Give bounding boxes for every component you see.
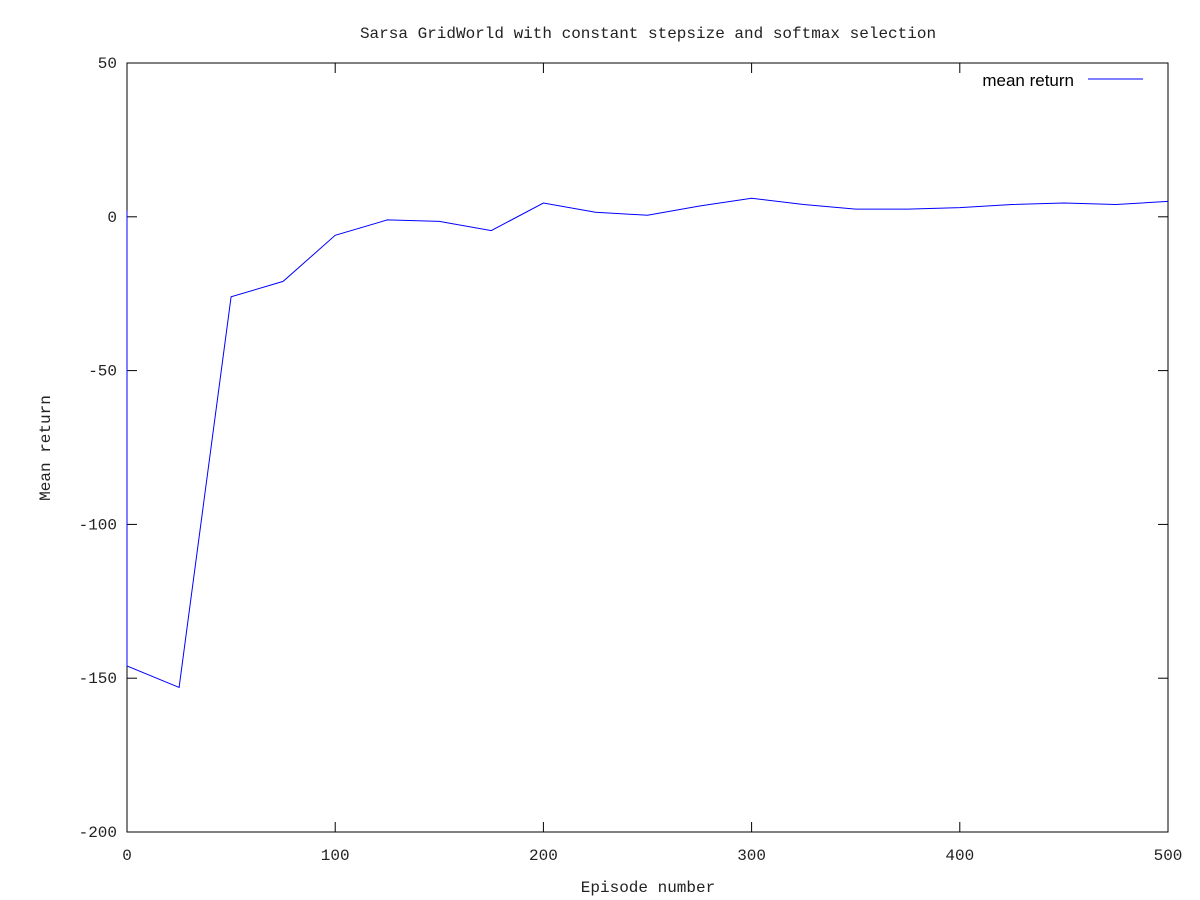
plot-frame — [126, 62, 1169, 833]
x-tick-label: 300 — [737, 847, 766, 865]
x-tick-label: 100 — [321, 847, 350, 865]
x-tick-label: 400 — [945, 847, 974, 865]
y-tick-label: -150 — [79, 670, 117, 688]
x-tick-label: 0 — [122, 847, 132, 865]
x-tick-label: 200 — [529, 847, 558, 865]
x-axis: 0 100 200 300 400 500 — [122, 63, 1182, 865]
legend: mean return — [982, 71, 1143, 90]
x-axis-label: Episode number — [581, 879, 715, 897]
y-tick-label: 0 — [107, 209, 117, 227]
y-tick-label: 50 — [98, 55, 117, 73]
chart-title: Sarsa GridWorld with constant stepsize a… — [360, 25, 936, 43]
x-tick-label: 500 — [1154, 847, 1183, 865]
y-tick-label: -50 — [88, 363, 117, 381]
y-tick-label: -200 — [79, 824, 117, 842]
y-axis: -200 -150 -100 -50 0 50 — [79, 55, 1168, 842]
series-layer — [126, 197, 1169, 689]
y-axis-label: Mean return — [37, 395, 55, 501]
legend-label: mean return — [982, 71, 1074, 90]
y-tick-label: -100 — [79, 516, 117, 534]
series-line-mean-return — [126, 197, 1169, 689]
